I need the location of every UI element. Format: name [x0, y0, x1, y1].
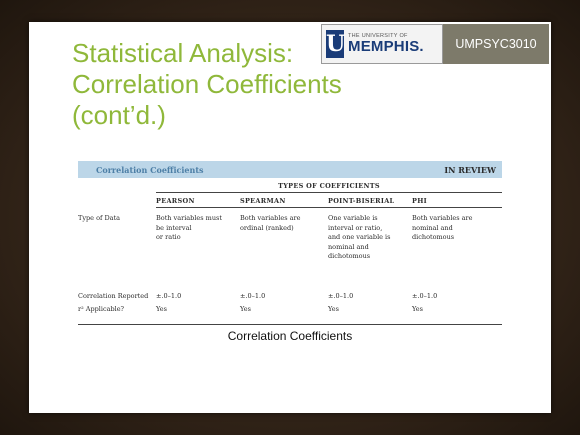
group-label: TYPES OF COEFFICIENTS [278, 182, 380, 190]
course-code: UMPSYC3010 [443, 24, 549, 64]
logo-u-mark: U [326, 30, 346, 58]
slide: U THE UNIVERSITY OF MEMPHIS. UMPSYC3010 … [29, 22, 551, 413]
table-bottom-rule [78, 324, 502, 325]
slide-title: Statistical Analysis: Correlation Coeffi… [72, 38, 432, 131]
col-head-point-biserial: POINT-BISERIAL [328, 197, 395, 205]
cell-range-spearman: ±.0–1.0 [240, 292, 266, 300]
cell-type-spearman: Both variables are ordinal (ranked) [240, 214, 301, 232]
cell-range-point-biserial: ±.0–1.0 [328, 292, 354, 300]
col-head-pearson: PEARSON [156, 197, 195, 205]
cell-type-pearson: Both variables must be interval or ratio [156, 214, 222, 241]
row-label-type-of-data: Type of Data [78, 214, 121, 222]
row-label-correlation-reported: Correlation Reported [78, 292, 149, 300]
title-line-1: Statistical Analysis: [72, 38, 294, 68]
figure-caption: Correlation Coefficients [227, 329, 353, 343]
cell-range-pearson: ±.0–1.0 [156, 292, 182, 300]
table-header-band: Correlation Coefficients IN REVIEW [78, 161, 502, 178]
group-rule [156, 192, 502, 193]
col-head-phi: PHI [412, 197, 427, 205]
logo-small-text: THE UNIVERSITY OF [348, 32, 408, 39]
col-head-spearman: SPEARMAN [240, 197, 286, 205]
title-line-2: Correlation Coefficients [72, 69, 342, 99]
row-label-r2-applicable: r² Applicable? [78, 305, 125, 313]
logo-wordmark: MEMPHIS. [348, 38, 424, 56]
cell-range-phi: ±.0–1.0 [412, 292, 438, 300]
title-line-3: (cont’d.) [72, 100, 166, 130]
cell-r2-pearson: Yes [156, 305, 167, 313]
brand-bar: U THE UNIVERSITY OF MEMPHIS. UMPSYC3010 [321, 24, 549, 64]
cell-r2-point-biserial: Yes [328, 305, 339, 313]
cell-r2-phi: Yes [412, 305, 423, 313]
table-title: Correlation Coefficients [96, 164, 204, 175]
correlation-table: Correlation Coefficients IN REVIEW TYPES… [78, 161, 502, 325]
column-rule [156, 207, 502, 208]
cell-type-point-biserial: One variable is interval or ratio, and o… [328, 214, 391, 260]
university-logo: U THE UNIVERSITY OF MEMPHIS. [321, 24, 443, 64]
in-review-label: IN REVIEW [444, 164, 496, 175]
cell-r2-spearman: Yes [240, 305, 251, 313]
cell-type-phi: Both variables are nominal and dichotomo… [412, 214, 473, 241]
